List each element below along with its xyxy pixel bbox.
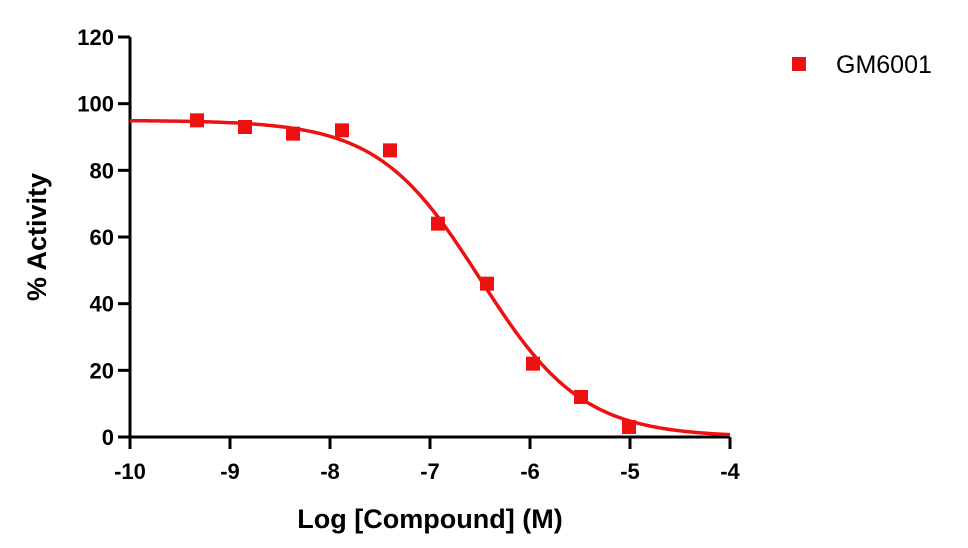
x-tick-label: -10: [114, 459, 146, 484]
y-tick-label: 40: [90, 292, 114, 317]
data-point-6: [431, 216, 445, 231]
x-tick-label: -8: [320, 459, 340, 484]
x-tick-label: -7: [420, 459, 440, 484]
data-point-10: [622, 420, 636, 434]
data-points: [190, 113, 636, 434]
x-tick-label: -9: [220, 459, 240, 484]
x-tick-label: -5: [620, 459, 640, 484]
y-tick-label: 60: [90, 225, 114, 250]
data-point-1: [190, 113, 204, 128]
legend: GM6001: [792, 51, 932, 79]
y-tick-label: 120: [77, 25, 114, 50]
axes: [128, 37, 730, 439]
legend-marker-gm6001: [792, 57, 806, 71]
data-point-3: [286, 126, 300, 141]
data-point-5: [383, 143, 397, 158]
y-ticks: 0 20 40 60 80 100 120: [77, 25, 130, 450]
y-axis-title: % Activity: [22, 173, 52, 301]
x-tick-label: -4: [720, 459, 740, 484]
y-tick-label: 20: [90, 358, 114, 383]
data-point-2: [238, 120, 252, 134]
data-point-9: [574, 390, 588, 404]
x-axis-title: Log [Compound] (M): [297, 504, 562, 534]
legend-label-gm6001: GM6001: [836, 51, 932, 79]
y-tick-label: 0: [102, 425, 114, 450]
fit-curve: [129, 118, 731, 437]
y-tick-label: 80: [90, 158, 114, 183]
y-tick-label: 100: [77, 92, 114, 117]
data-point-4: [335, 123, 349, 138]
x-tick-label: -6: [520, 459, 540, 484]
data-point-7: [480, 276, 494, 291]
data-point-8: [526, 356, 540, 371]
x-ticks: -10 -9 -8 -7 -6 -5 -4: [114, 437, 741, 484]
